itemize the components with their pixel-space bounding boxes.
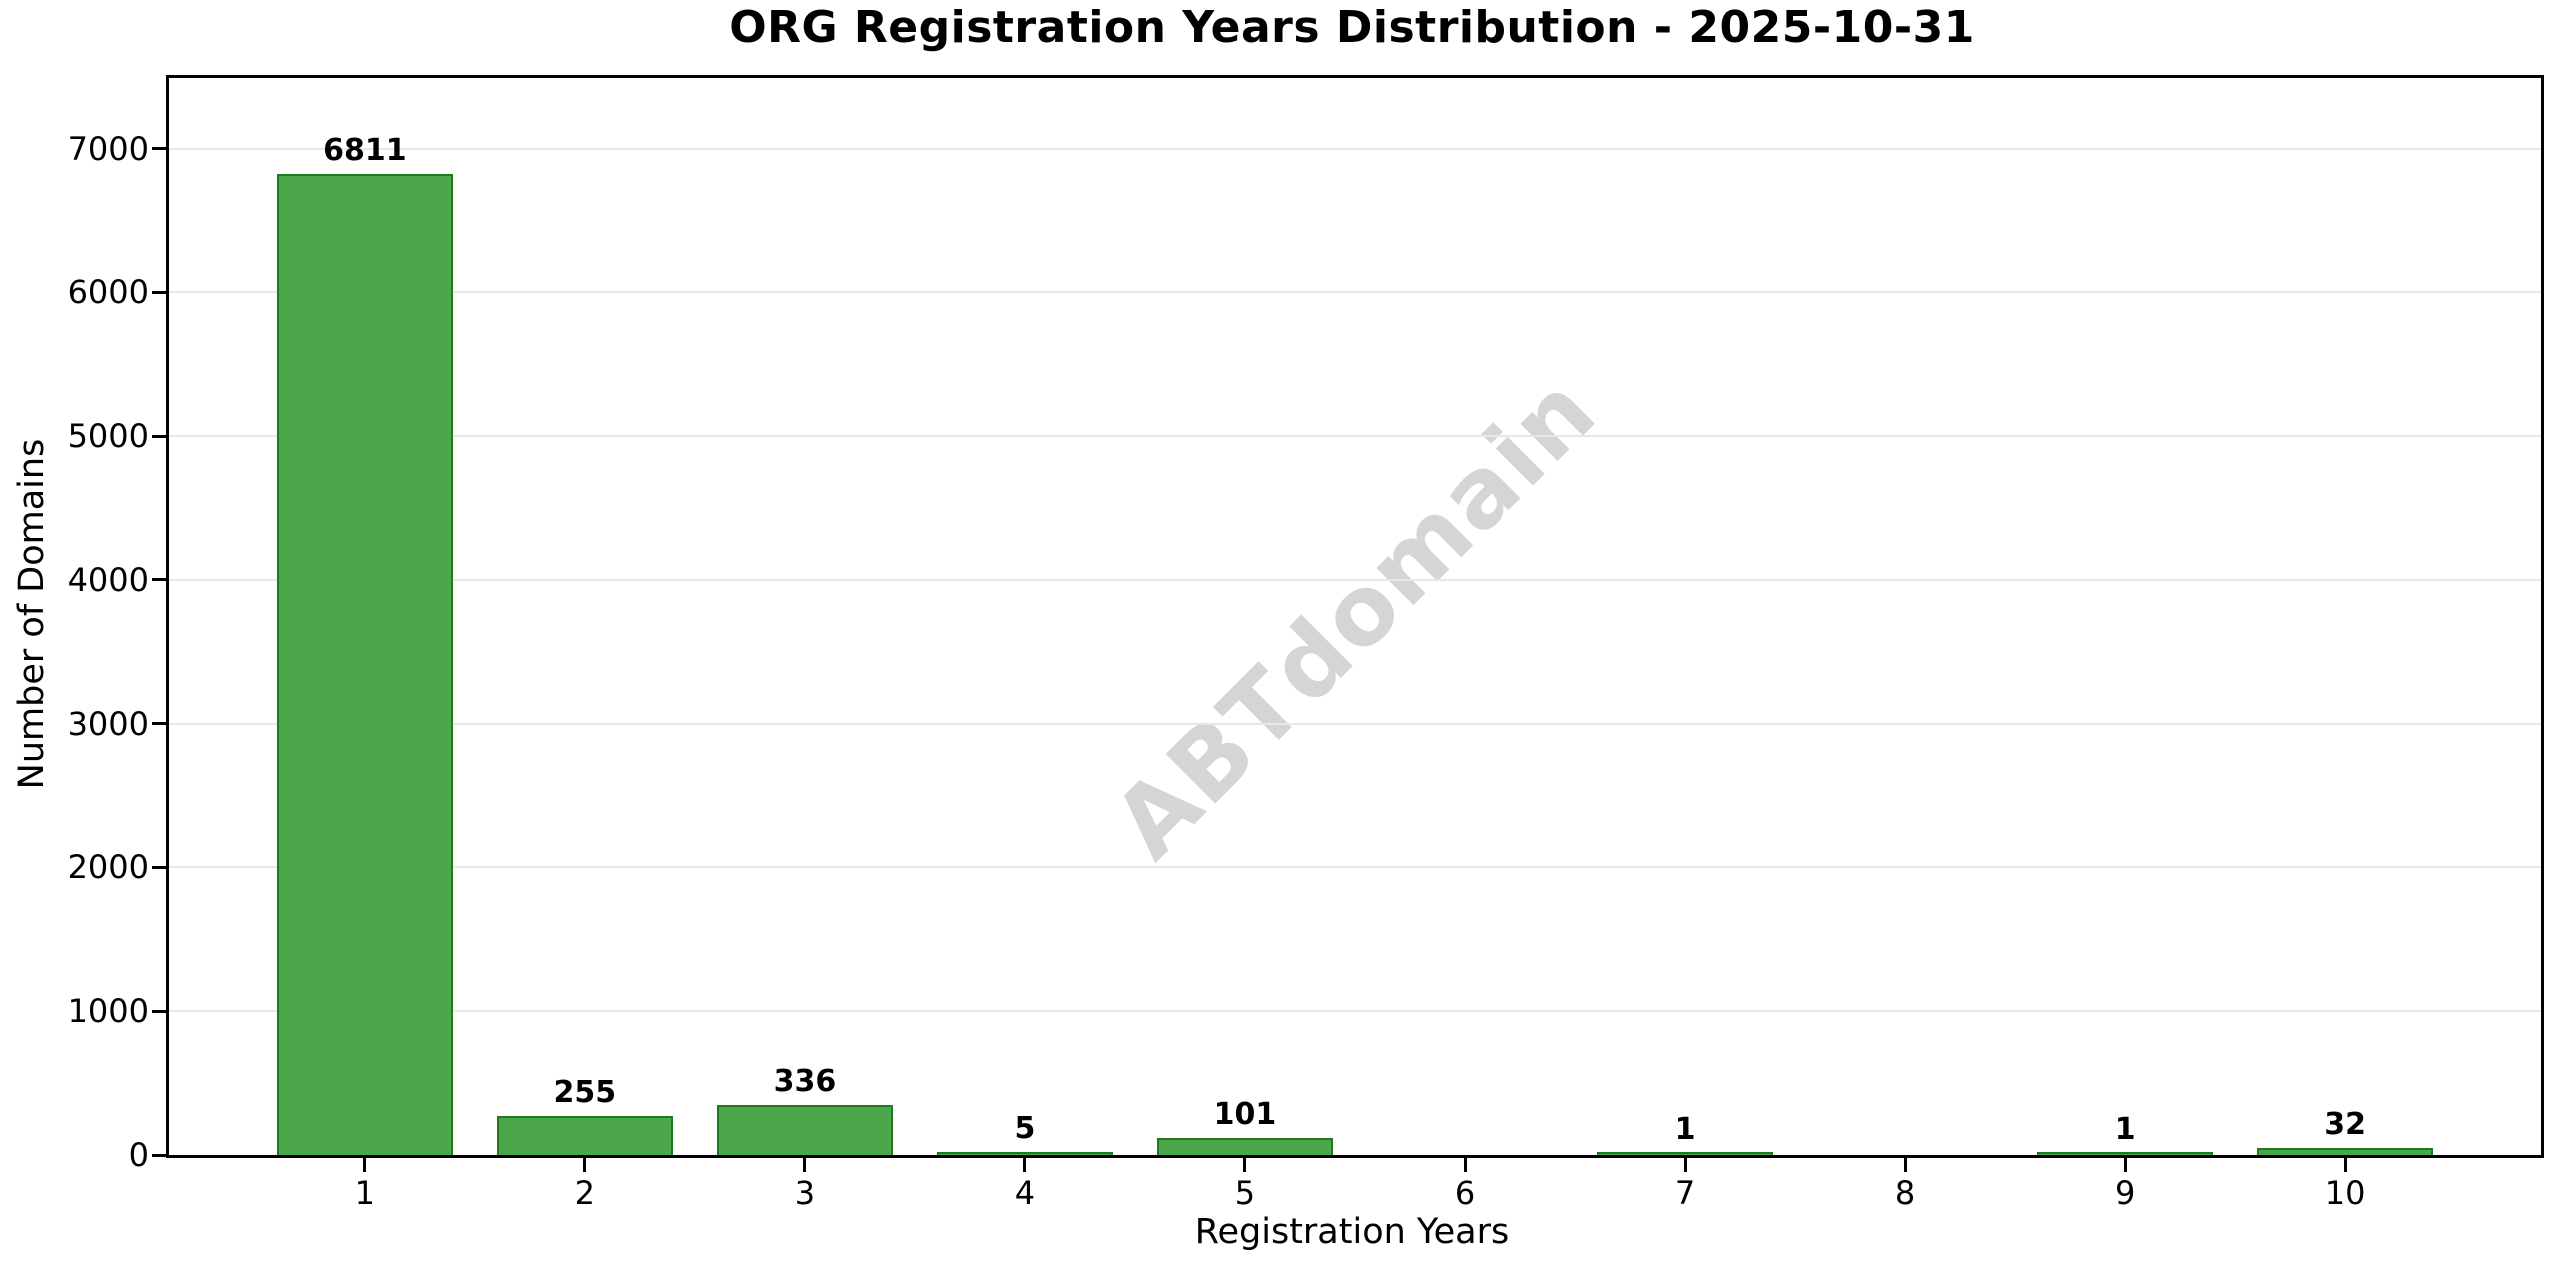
x-tick-mark bbox=[1903, 1158, 1907, 1172]
x-tick-mark bbox=[2343, 1158, 2347, 1172]
y-tick-label: 5000 bbox=[67, 417, 149, 456]
bar bbox=[936, 1152, 1113, 1155]
x-tick-label: 2 bbox=[574, 1174, 596, 1212]
y-tick-mark bbox=[152, 1009, 166, 1013]
y-tick-label: 7000 bbox=[67, 129, 149, 168]
y-tick-label: 6000 bbox=[67, 273, 149, 312]
bar-value-label: 32 bbox=[2324, 1107, 2367, 1143]
x-tick-label: 8 bbox=[1894, 1174, 1916, 1212]
x-tick-mark bbox=[1683, 1158, 1687, 1172]
bar-value-label: 336 bbox=[773, 1063, 837, 1099]
y-gridline bbox=[169, 866, 2541, 869]
y-gridline bbox=[169, 1010, 2541, 1013]
x-tick-mark bbox=[1463, 1158, 1467, 1172]
plot-area: ABTdomain 0 1000 2000 3000 4000 5000 6000 7000 1… bbox=[68, 75, 2544, 1209]
x-tick-label: 4 bbox=[1014, 1174, 1036, 1212]
bar bbox=[2037, 1152, 2214, 1155]
y-tick-mark bbox=[152, 147, 166, 151]
x-tick-label: 6 bbox=[1454, 1174, 1476, 1212]
bar bbox=[1156, 1138, 1333, 1155]
y-gridline bbox=[169, 578, 2541, 581]
y-gridline bbox=[169, 147, 2541, 150]
x-tick-label: 5 bbox=[1234, 1174, 1256, 1212]
bar-value-label: 5 bbox=[1014, 1111, 1036, 1147]
x-tick-label: 9 bbox=[2114, 1174, 2136, 1212]
y-tick-mark bbox=[152, 1153, 166, 1157]
bar bbox=[2257, 1148, 2434, 1155]
y-tick-label: 4000 bbox=[67, 560, 149, 599]
x-tick-mark bbox=[2123, 1158, 2127, 1172]
bar-value-label: 1 bbox=[2114, 1111, 2136, 1147]
x-tick-mark bbox=[1023, 1158, 1027, 1172]
bar-value-label: 255 bbox=[553, 1075, 617, 1111]
x-tick-label: 1 bbox=[354, 1174, 375, 1212]
chart-title: ORG Registration Years Distribution - 20… bbox=[729, 2, 1975, 53]
bar-value-label: 1 bbox=[1674, 1111, 1696, 1147]
x-tick-mark bbox=[1243, 1158, 1247, 1172]
bar bbox=[496, 1116, 673, 1155]
y-tick-label: 0 bbox=[128, 1136, 149, 1174]
y-tick-mark bbox=[152, 434, 166, 438]
y-tick-mark bbox=[152, 290, 166, 294]
y-tick-label: 3000 bbox=[67, 704, 149, 743]
watermark: ABTdomain bbox=[1092, 353, 1618, 880]
y-tick-label: 2000 bbox=[67, 848, 149, 887]
x-axis-label: Registration Years bbox=[1194, 1212, 1510, 1252]
bar bbox=[1597, 1152, 1774, 1155]
x-tick-label: 10 bbox=[2324, 1174, 2366, 1212]
bar bbox=[276, 173, 453, 1155]
bar-value-label: 101 bbox=[1213, 1097, 1277, 1133]
y-tick-mark bbox=[152, 722, 166, 726]
bar bbox=[716, 1104, 893, 1155]
y-tick-mark bbox=[152, 578, 166, 582]
y-tick-mark bbox=[152, 865, 166, 869]
y-gridline bbox=[169, 435, 2541, 438]
bar-value-label: 6811 bbox=[323, 132, 407, 168]
y-gridline bbox=[169, 291, 2541, 294]
x-tick-mark bbox=[363, 1158, 367, 1172]
x-tick-label: 7 bbox=[1674, 1174, 1696, 1212]
y-gridline bbox=[169, 722, 2541, 725]
x-tick-mark bbox=[803, 1158, 807, 1172]
y-tick-label: 1000 bbox=[67, 992, 149, 1031]
x-tick-mark bbox=[583, 1158, 587, 1172]
x-tick-label: 3 bbox=[794, 1174, 816, 1212]
